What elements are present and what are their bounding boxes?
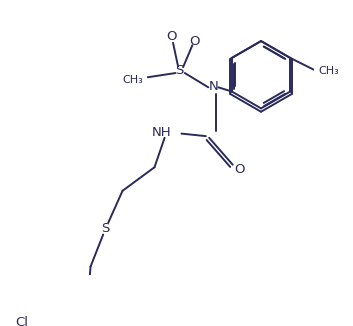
Text: O: O (234, 163, 245, 176)
Text: CH₃: CH₃ (122, 75, 143, 85)
Text: S: S (102, 222, 110, 235)
Text: O: O (166, 30, 176, 43)
Text: S: S (175, 64, 184, 77)
Text: CH₃: CH₃ (319, 66, 340, 76)
Text: O: O (190, 35, 200, 48)
Text: Cl: Cl (15, 316, 28, 326)
Text: NH: NH (152, 126, 171, 139)
Text: N: N (209, 80, 218, 93)
